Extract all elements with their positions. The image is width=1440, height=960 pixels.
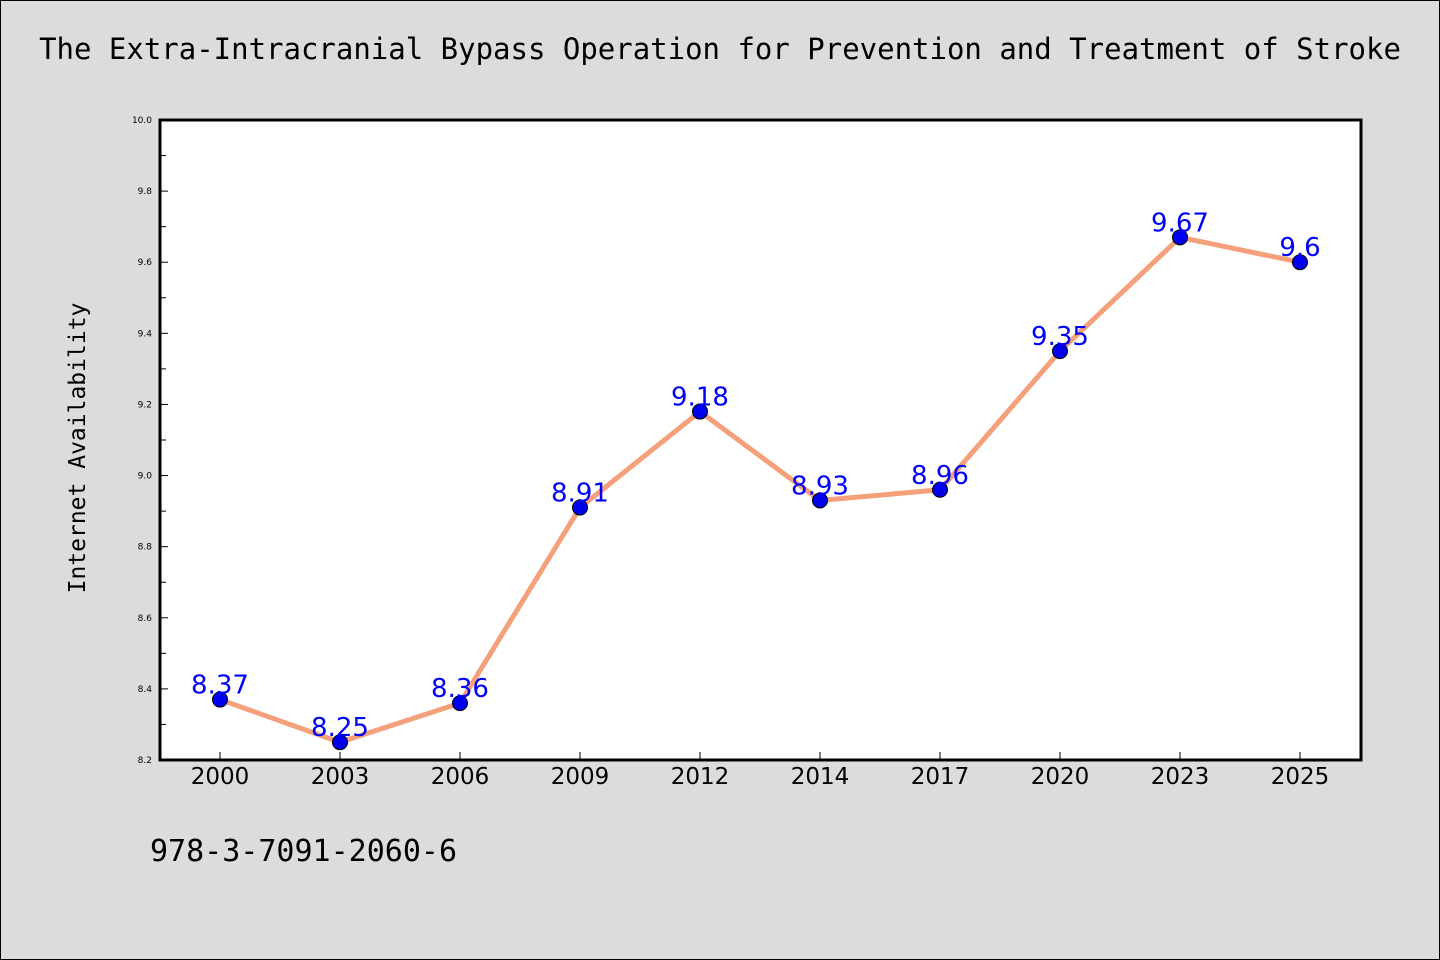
data-label: 9.67	[1151, 208, 1209, 238]
data-point	[212, 691, 228, 708]
x-tick-label: 2014	[791, 764, 850, 790]
data-point	[812, 492, 828, 509]
chart-title: The Extra-Intracranial Bypass Operation …	[39, 32, 1401, 66]
data-label: 8.91	[551, 479, 609, 509]
data-point	[692, 403, 708, 420]
series-layer: 8.37 8.25 8.36 8.91 9.18 8.93 8.96 9.35 9.67 9.6	[191, 208, 1321, 751]
data-point	[1292, 254, 1308, 271]
data-label: 8.36	[431, 674, 489, 704]
data-point	[332, 734, 348, 751]
data-label: 8.37	[191, 671, 249, 701]
x-tick-label: 2000	[191, 764, 250, 790]
x-tick-label: 2023	[1151, 764, 1210, 790]
x-tick-label: 2006	[431, 764, 490, 790]
plot-area	[158, 118, 1363, 762]
data-point	[452, 695, 468, 712]
x-tick-label: 2025	[1271, 764, 1330, 790]
data-label: 8.93	[791, 471, 849, 501]
y-tick-label: 8.6	[138, 614, 153, 624]
data-label: 8.25	[311, 713, 369, 743]
y-tick-label: 9.0	[138, 472, 153, 482]
x-axis: 2000 2003 2006 2009 2012 2014 2017 2020 2023 2025	[191, 752, 1330, 790]
data-label: 9.18	[671, 383, 729, 413]
data-label: 8.96	[911, 461, 969, 491]
x-tick-label: 2017	[911, 764, 970, 790]
y-tick-label: 8.2	[138, 756, 152, 766]
x-tick-label: 2020	[1031, 764, 1090, 790]
y-tick-label: 9.6	[138, 258, 153, 268]
data-point	[572, 499, 588, 516]
y-tick-label: 9.8	[138, 187, 153, 197]
y-tick-label: 9.2	[138, 400, 152, 410]
x-tick-label: 2009	[551, 764, 610, 790]
data-label: 9.6	[1279, 233, 1320, 263]
y-tick-label: 10.0	[132, 116, 152, 126]
data-point	[932, 481, 948, 498]
y-axis: 8.2 8.4 8.6 8.8 9.0 9.2 9.4 9.6 9.8 10.0	[132, 116, 168, 766]
x-tick-label: 2003	[311, 764, 370, 790]
isbn-code: 978-3-7091-2060-6	[150, 834, 458, 869]
data-point	[1052, 343, 1068, 360]
y-tick-label: 8.4	[138, 685, 153, 695]
data-point	[1172, 229, 1188, 246]
data-label: 9.35	[1031, 322, 1089, 352]
y-tick-label: 8.8	[138, 543, 153, 553]
series-line	[217, 234, 1303, 745]
y-tick-label: 9.4	[138, 329, 153, 339]
x-tick-label: 2012	[671, 764, 730, 790]
